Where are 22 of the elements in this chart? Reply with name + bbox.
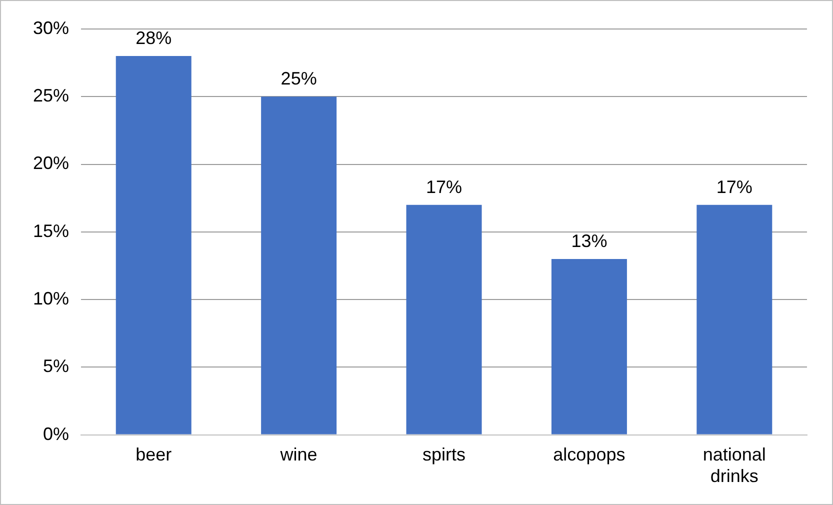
y-tick-label: 20%	[32, 153, 70, 174]
data-label: 25%	[280, 68, 317, 89]
data-label: 13%	[571, 230, 608, 251]
bar	[551, 258, 627, 434]
x-tick-label: beer	[136, 444, 172, 465]
y-tick-label: 0%	[43, 424, 70, 444]
data-label: 28%	[136, 28, 172, 48]
x-tick-label: national drinks	[702, 444, 766, 486]
bar	[116, 56, 192, 434]
x-tick-label: wine	[279, 444, 318, 465]
y-tick-label: 25%	[32, 86, 70, 106]
x-tick-label: spirts	[422, 444, 466, 465]
bar	[261, 96, 337, 434]
y-tick-label: 15%	[32, 220, 70, 241]
y-tick-label: 10%	[32, 288, 70, 308]
x-tick-label: alcopops	[553, 444, 626, 465]
data-label: 17%	[426, 176, 462, 197]
bar	[696, 204, 772, 434]
bar	[406, 204, 482, 434]
y-tick-label: 30%	[32, 18, 70, 38]
data-label: 17%	[716, 176, 752, 197]
y-tick-label: 5%	[43, 356, 70, 376]
